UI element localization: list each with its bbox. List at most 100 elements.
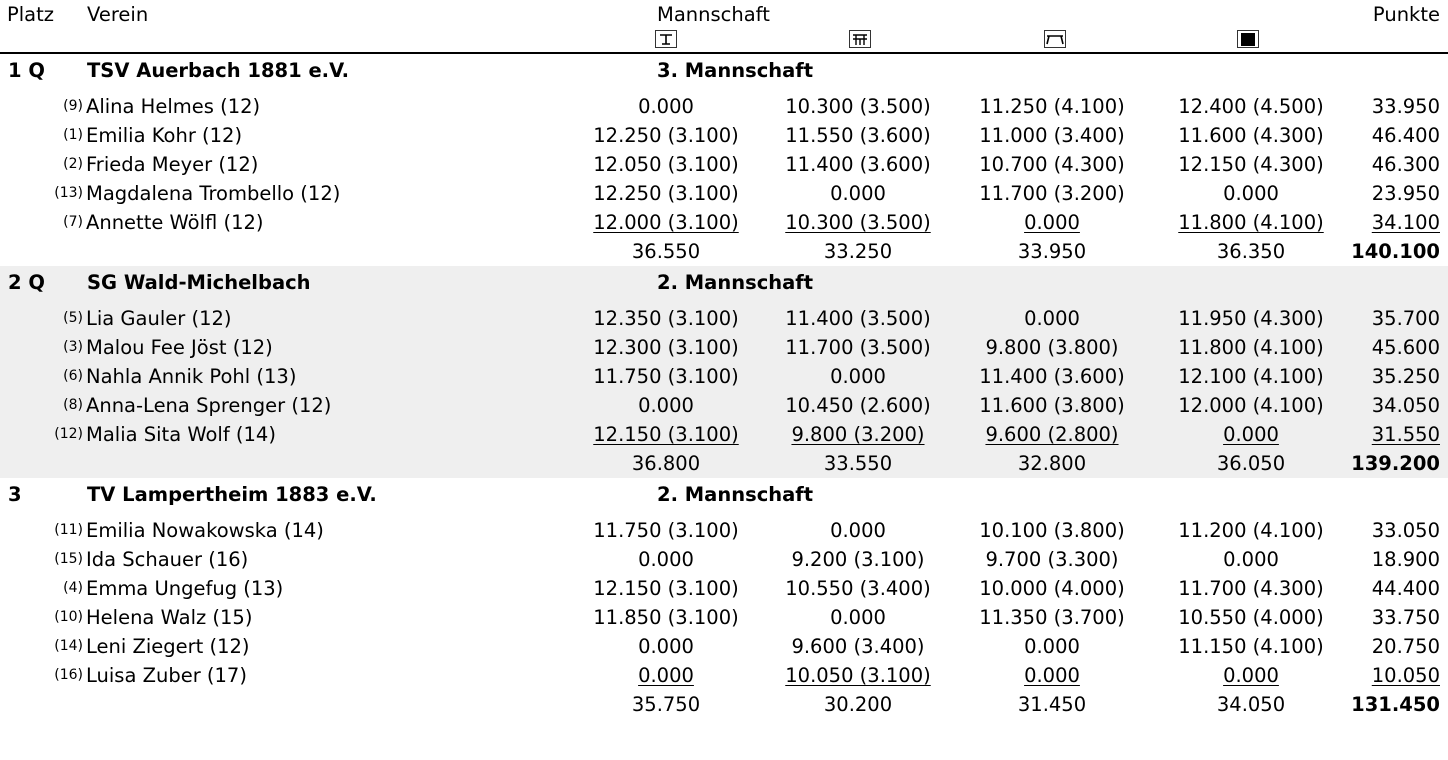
athlete-row: (3) Malou Fee Jöst (12) 12.300 (3.100) 11.7… (0, 333, 1448, 362)
athlete-total: 35.700 (1372, 304, 1440, 333)
team-rank: 3 (8, 478, 22, 511)
athlete-total: 18.900 (1372, 545, 1440, 574)
athlete-row: (8) Anna-Lena Sprenger (12) 0.000 10.450 (2… (0, 391, 1448, 420)
athlete-row: (2) Frieda Meyer (12) 12.050 (3.100) 11.400… (0, 150, 1448, 179)
athlete-name: Malia Sita Wolf (14) (86, 420, 276, 449)
score-vault: 11.750 (3.100) (582, 362, 750, 391)
score-bars: 0.000 (774, 516, 942, 545)
athlete-name: Emilia Nowakowska (14) (86, 516, 324, 545)
athlete-row: (14) Leni Ziegert (12) 0.000 9.600 (3.400) 0… (0, 632, 1448, 661)
score-bars: 11.550 (3.600) (774, 121, 942, 150)
score-vault: 12.000 (3.100) (582, 208, 750, 237)
header-mannschaft: Mannschaft (657, 0, 770, 30)
score-bars: 11.700 (3.500) (774, 333, 942, 362)
team-block: 2 Q SG Wald-Michelbach 2. Mannschaft (5) Lia… (0, 266, 1448, 478)
team-block: 1 Q TSV Auerbach 1881 e.V. 3. Mannschaft (9… (0, 54, 1448, 266)
athlete-row: (4) Emma Ungefug (13) 12.150 (3.100) 10.550… (0, 574, 1448, 603)
athlete-seed: (14) (3, 632, 83, 661)
score-beam: 0.000 (968, 661, 1136, 690)
athlete-row: (11) Emilia Nowakowska (14) 11.750 (3.100)… (0, 516, 1448, 545)
athlete-name: Magdalena Trombello (12) (86, 179, 340, 208)
sum-beam: 33.950 (968, 237, 1136, 266)
score-floor: 0.000 (1167, 661, 1335, 690)
header-verein: Verein (87, 0, 148, 30)
athlete-name: Malou Fee Jöst (12) (86, 333, 273, 362)
score-vault: 12.250 (3.100) (582, 121, 750, 150)
sum-vault: 36.800 (582, 449, 750, 478)
athlete-total: 20.750 (1372, 632, 1440, 661)
score-beam: 10.000 (4.000) (968, 574, 1136, 603)
athlete-name: Ida Schauer (16) (86, 545, 248, 574)
team-club: TV Lampertheim 1883 e.V. (87, 478, 377, 511)
score-beam: 11.250 (4.100) (968, 92, 1136, 121)
athlete-total: 33.950 (1372, 92, 1440, 121)
score-bars: 10.300 (3.500) (774, 92, 942, 121)
athlete-row: (12) Malia Sita Wolf (14) 12.150 (3.100) 9.… (0, 420, 1448, 449)
score-beam: 0.000 (968, 208, 1136, 237)
team-header-row: 3 TV Lampertheim 1883 e.V. 2. Mannschaft (0, 478, 1448, 510)
score-vault: 12.150 (3.100) (582, 574, 750, 603)
athlete-total: 23.950 (1372, 179, 1440, 208)
score-bars: 0.000 (774, 362, 942, 391)
score-beam: 11.400 (3.600) (968, 362, 1136, 391)
athlete-name: Luisa Zuber (17) (86, 661, 247, 690)
sum-bars: 30.200 (774, 690, 942, 719)
athlete-seed: (2) (3, 150, 83, 179)
athlete-name: Anna-Lena Sprenger (12) (86, 391, 331, 420)
athlete-total: 33.750 (1372, 603, 1440, 632)
score-beam: 11.350 (3.700) (968, 603, 1136, 632)
athlete-seed: (6) (3, 362, 83, 391)
sum-vault: 35.750 (582, 690, 750, 719)
score-beam: 9.800 (3.800) (968, 333, 1136, 362)
athlete-seed: (3) (3, 333, 83, 362)
team-rank: 1 Q (8, 54, 45, 87)
athlete-seed: (16) (3, 661, 83, 690)
beam-icon (1044, 30, 1066, 48)
score-floor: 11.800 (4.100) (1167, 333, 1335, 362)
team-total: 131.450 (1351, 690, 1440, 719)
sum-floor: 36.350 (1167, 237, 1335, 266)
team-name: 3. Mannschaft (657, 54, 813, 87)
score-floor: 11.200 (4.100) (1167, 516, 1335, 545)
team-sum-row: 36.550 33.250 33.950 36.350 140.100 (0, 237, 1448, 266)
athlete-row: (16) Luisa Zuber (17) 0.000 10.050 (3.100) 0… (0, 661, 1448, 690)
score-floor: 12.100 (4.100) (1167, 362, 1335, 391)
score-floor: 12.400 (4.500) (1167, 92, 1335, 121)
team-header-row: 2 Q SG Wald-Michelbach 2. Mannschaft (0, 266, 1448, 298)
score-bars: 9.600 (3.400) (774, 632, 942, 661)
vault-icon (655, 30, 677, 48)
athlete-total: 35.250 (1372, 362, 1440, 391)
score-floor: 12.150 (4.300) (1167, 150, 1335, 179)
score-vault: 11.750 (3.100) (582, 516, 750, 545)
team-header-row: 1 Q TSV Auerbach 1881 e.V. 3. Mannschaft (0, 54, 1448, 86)
team-club: TSV Auerbach 1881 e.V. (87, 54, 349, 87)
athlete-total: 34.100 (1372, 208, 1440, 237)
score-floor: 11.800 (4.100) (1167, 208, 1335, 237)
score-bars: 10.450 (2.600) (774, 391, 942, 420)
score-beam: 9.700 (3.300) (968, 545, 1136, 574)
score-bars: 9.800 (3.200) (774, 420, 942, 449)
team-name: 2. Mannschaft (657, 478, 813, 511)
athlete-row: (13) Magdalena Trombello (12) 12.250 (3.10… (0, 179, 1448, 208)
athlete-seed: (12) (3, 420, 83, 449)
score-vault: 0.000 (582, 545, 750, 574)
apparatus-icon-row (0, 28, 1448, 54)
athlete-seed: (9) (3, 92, 83, 121)
athlete-row: (9) Alina Helmes (12) 0.000 10.300 (3.500) 1… (0, 92, 1448, 121)
score-bars: 10.550 (3.400) (774, 574, 942, 603)
athlete-seed: (11) (3, 516, 83, 545)
score-bars: 11.400 (3.600) (774, 150, 942, 179)
score-bars: 0.000 (774, 603, 942, 632)
score-vault: 11.850 (3.100) (582, 603, 750, 632)
athlete-row: (1) Emilia Kohr (12) 12.250 (3.100) 11.550 … (0, 121, 1448, 150)
athlete-seed: (13) (3, 179, 83, 208)
team-sum-row: 35.750 30.200 31.450 34.050 131.450 (0, 690, 1448, 719)
score-floor: 12.000 (4.100) (1167, 391, 1335, 420)
athlete-total: 33.050 (1372, 516, 1440, 545)
athlete-seed: (1) (3, 121, 83, 150)
uneven-bars-icon (849, 30, 871, 48)
athlete-seed: (5) (3, 304, 83, 333)
sum-beam: 31.450 (968, 690, 1136, 719)
athlete-name: Leni Ziegert (12) (86, 632, 250, 661)
